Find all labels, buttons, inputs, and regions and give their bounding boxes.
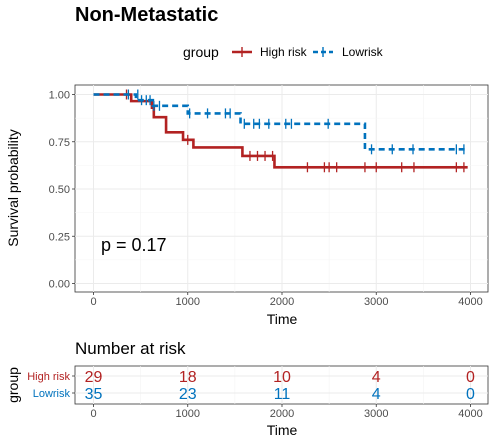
risk-count-high-risk: 29 xyxy=(85,369,103,386)
x-tick-label: 3000 xyxy=(364,296,388,308)
risk-count-high-risk: 10 xyxy=(273,369,291,386)
risk-count-lowrisk: 0 xyxy=(466,386,475,403)
y-axis-label: Survival probability xyxy=(5,129,21,247)
x-tick-label: 4000 xyxy=(458,296,482,308)
risk-count-high-risk: 0 xyxy=(466,369,475,386)
x-axis-ticks: 0 1000 2000 3000 4000 xyxy=(90,292,483,308)
y-axis-ticks: 0.00 0.25 0.50 0.75 1.00 xyxy=(49,90,75,291)
y-tick-label: 1.00 xyxy=(49,90,70,102)
risk-x-tick-label: 0 xyxy=(90,408,96,420)
risk-table-rows: High risk 29 18 10 4 0 Lowrisk 35 23 11 4 0 xyxy=(27,369,475,403)
risk-count-lowrisk: 35 xyxy=(85,386,103,403)
legend-title: group xyxy=(183,44,219,60)
legend-label-high-risk: High risk xyxy=(260,45,308,59)
risk-table-grid xyxy=(75,366,488,404)
risk-row-label-lowrisk: Lowrisk xyxy=(33,388,71,400)
y-tick-label: 0.50 xyxy=(49,184,70,196)
x-tick-label: 0 xyxy=(90,296,96,308)
risk-count-lowrisk: 4 xyxy=(372,386,381,403)
legend-item-high-risk: High risk xyxy=(232,45,308,59)
x-tick-label: 1000 xyxy=(176,296,200,308)
risk-count-high-risk: 18 xyxy=(179,369,197,386)
risk-x-tick-label: 2000 xyxy=(270,408,294,420)
risk-x-tick-label: 4000 xyxy=(458,408,482,420)
y-tick-label: 0.00 xyxy=(49,279,70,291)
main-grid xyxy=(75,85,488,292)
legend-item-lowrisk: Lowrisk xyxy=(313,45,384,59)
risk-table-x-label: Time xyxy=(267,422,298,438)
legend: group High risk Lowrisk xyxy=(183,44,384,60)
risk-x-tick-label: 1000 xyxy=(176,408,200,420)
pvalue-annotation: p = 0.17 xyxy=(101,235,167,255)
chart-title: Non-Metastatic xyxy=(75,4,218,26)
y-tick-label: 0.25 xyxy=(49,231,70,243)
survival-curves xyxy=(93,89,468,173)
risk-x-tick-label: 3000 xyxy=(364,408,388,420)
x-axis-label: Time xyxy=(267,311,298,327)
risk-table-y-label: group xyxy=(5,367,21,403)
legend-label-lowrisk: Lowrisk xyxy=(342,45,384,59)
curve-lowrisk xyxy=(93,93,468,151)
y-tick-label: 0.75 xyxy=(49,137,70,149)
risk-count-high-risk: 4 xyxy=(372,369,381,386)
x-tick-label: 2000 xyxy=(270,296,294,308)
risk-row-label-high-risk: High risk xyxy=(27,371,70,383)
risk-count-lowrisk: 23 xyxy=(179,386,197,403)
risk-table-x-ticks: 0 1000 2000 3000 4000 xyxy=(90,404,483,420)
risk-table-title: Number at risk xyxy=(75,339,186,358)
risk-count-lowrisk: 11 xyxy=(274,386,291,403)
